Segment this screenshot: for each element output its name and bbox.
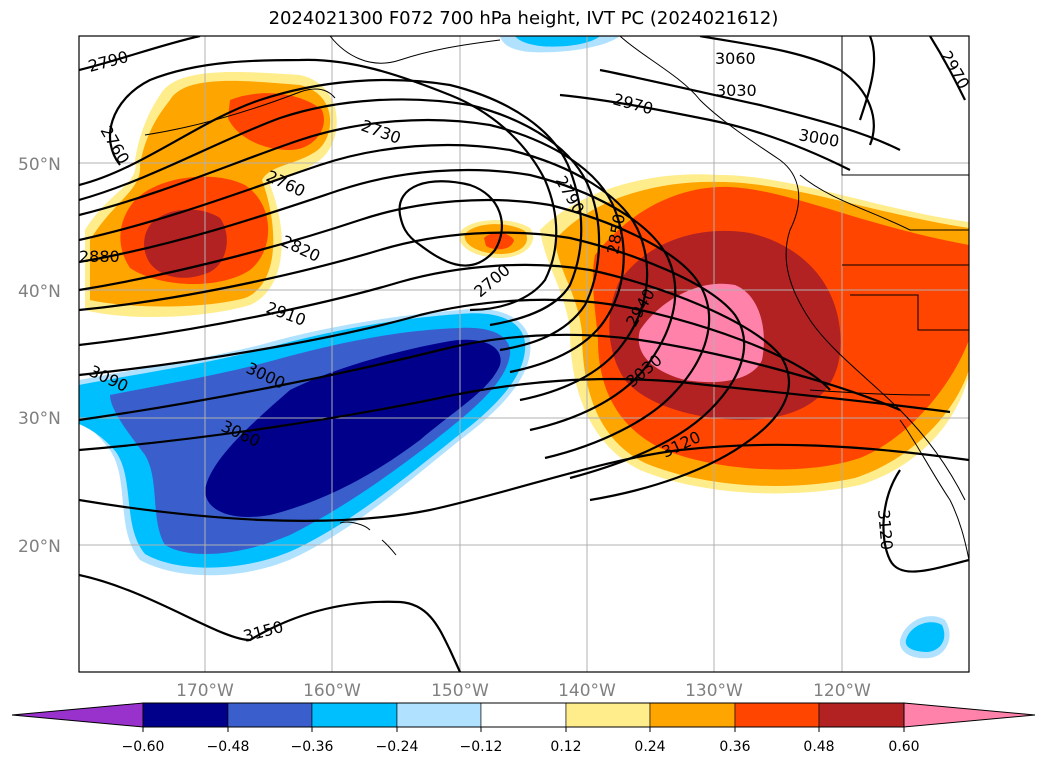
colorbar-segment (227, 702, 313, 728)
colorbar-tick-label: −0.36 (291, 739, 334, 755)
lon-label: 160°W (303, 681, 361, 701)
contour-label: 3030 (716, 81, 757, 100)
colorbar-tick-label: 0.12 (550, 739, 581, 755)
lon-label: 120°W (813, 681, 871, 701)
lon-label: 140°W (558, 681, 616, 701)
colorbar-segment (142, 702, 229, 728)
colorbar-tick-label: 0.48 (803, 739, 834, 755)
colorbar-segment (565, 702, 651, 728)
contour-label: 2880 (79, 247, 120, 266)
lon-label: 130°W (685, 681, 743, 701)
lat-label: 50°N (18, 155, 61, 175)
colorbar-min-extend (11, 702, 144, 728)
colorbar-segment (734, 702, 820, 728)
negative-anomaly-small (500, 36, 950, 659)
colorbar-tick-label: −0.12 (460, 739, 503, 755)
map-title: 2024021300 F072 700 hPa height, IVT PC (… (268, 8, 779, 29)
colorbar-segment (649, 702, 736, 728)
plot-frame (78, 35, 970, 673)
colorbar-tick-label: −0.48 (207, 739, 250, 755)
coastlines (144, 36, 969, 561)
lat-label: 30°N (18, 409, 61, 429)
colorbar-segment (480, 702, 567, 728)
colorbar-segment (396, 702, 482, 728)
colorbar-tick-label: −0.60 (122, 739, 165, 755)
colorbar-tick-label: 0.60 (888, 739, 919, 755)
colorbar-segment (818, 702, 905, 728)
colorbar-max-extend (903, 702, 1036, 728)
colorbar-tick-label: 0.36 (719, 739, 750, 755)
colorbar-ticks (142, 727, 905, 732)
colorbar-tick-label: −0.24 (376, 739, 419, 755)
height-contours (79, 36, 969, 672)
colorbar-tick-label: 0.24 (634, 739, 665, 755)
lon-axis: 170°W 160°W 150°W 140°W 130°W 120°W (176, 681, 871, 701)
negative-anomaly-central (79, 308, 531, 576)
lon-label: 170°W (176, 681, 234, 701)
contour-label: 3060 (715, 49, 756, 68)
lat-label: 20°N (18, 537, 61, 557)
colorbar: −0.60 −0.48 −0.36 −0.24 −0.12 0.12 0.24 … (11, 702, 1036, 755)
colorbar-segment (311, 702, 398, 728)
contour-label: 3120 (874, 509, 896, 551)
lat-axis: 50°N 40°N 30°N 20°N (18, 155, 61, 557)
plot-area: 2790 2760 2730 2760 2820 2880 2910 2790 … (79, 36, 969, 672)
lon-label: 150°W (431, 681, 489, 701)
lat-label: 40°N (18, 282, 61, 302)
